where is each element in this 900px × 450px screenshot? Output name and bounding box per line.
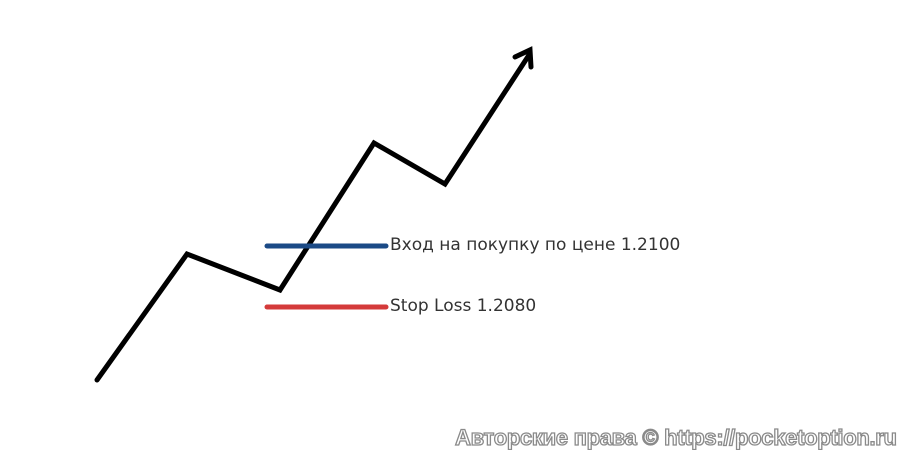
price-path — [94, 52, 532, 383]
watermark: Авторские права © https://pocketoption.r… — [454, 424, 897, 450]
stop-loss-label: Stop Loss 1.2080 — [390, 296, 537, 316]
entry-label: Вход на покупку по цене 1.2100 — [390, 235, 681, 255]
arrow-head-icon — [512, 46, 534, 70]
